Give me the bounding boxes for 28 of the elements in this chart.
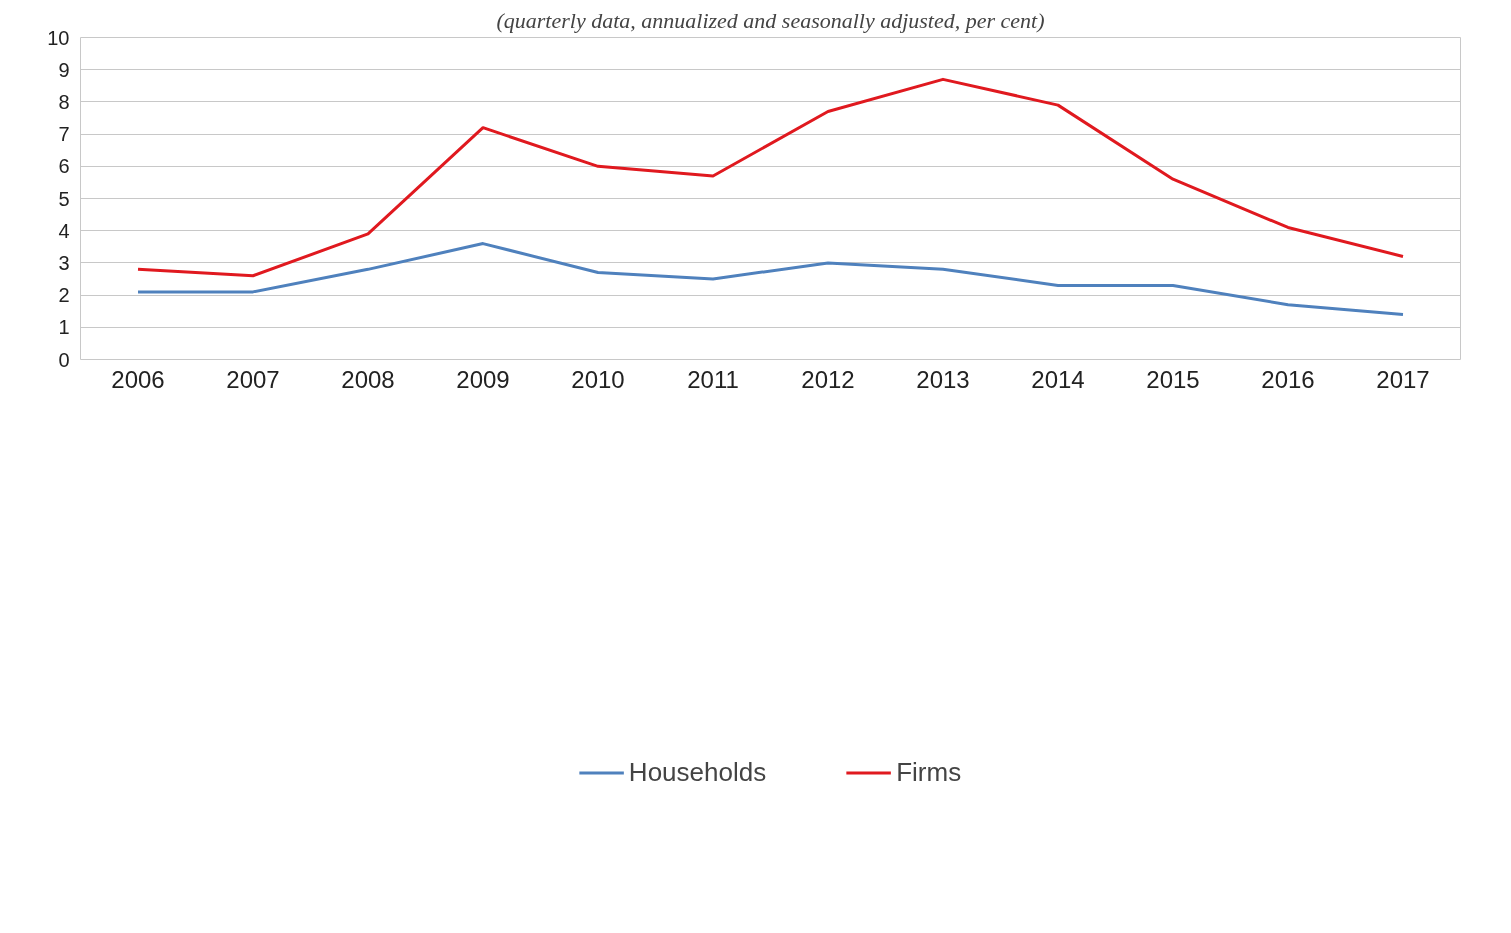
y-tick-label: 2 bbox=[58, 284, 70, 307]
line-series bbox=[136, 242, 1405, 316]
x-tick-label: 2009 bbox=[456, 365, 510, 393]
line-series bbox=[136, 77, 1405, 278]
y-tick-label: 3 bbox=[58, 251, 70, 274]
x-tick-label: 2011 bbox=[687, 365, 739, 393]
x-tick-label: 2016 bbox=[1261, 365, 1315, 393]
x-tick-label: 2007 bbox=[226, 365, 280, 393]
x-tick-label: 2010 bbox=[571, 365, 625, 393]
y-tick-label: 6 bbox=[58, 155, 70, 178]
y-tick-label: 7 bbox=[58, 123, 70, 146]
x-tick-label: 2006 bbox=[111, 365, 165, 393]
y-tick-label: 1 bbox=[58, 316, 70, 339]
y-tick-label: 4 bbox=[58, 219, 70, 242]
x-tick-label: 2012 bbox=[801, 365, 855, 393]
chart-subtitle: (quarterly data, annualized and seasonally adjusted, per cent) bbox=[496, 7, 1045, 33]
y-tick-label: 0 bbox=[58, 348, 70, 371]
y-tick-label: 10 bbox=[47, 26, 70, 49]
y-tick-label: 9 bbox=[58, 58, 70, 81]
x-tick-label: 2014 bbox=[1031, 365, 1085, 393]
x-tick-label: 2013 bbox=[916, 365, 970, 393]
legend-label: Households bbox=[628, 756, 767, 788]
y-tick-label: 5 bbox=[58, 187, 70, 210]
legend-label: Firms bbox=[896, 756, 962, 788]
x-tick-label: 2008 bbox=[341, 365, 395, 393]
y-tick-label: 8 bbox=[58, 90, 70, 113]
x-tick-label: 2017 bbox=[1376, 365, 1430, 393]
x-tick-label: 2015 bbox=[1146, 365, 1200, 393]
